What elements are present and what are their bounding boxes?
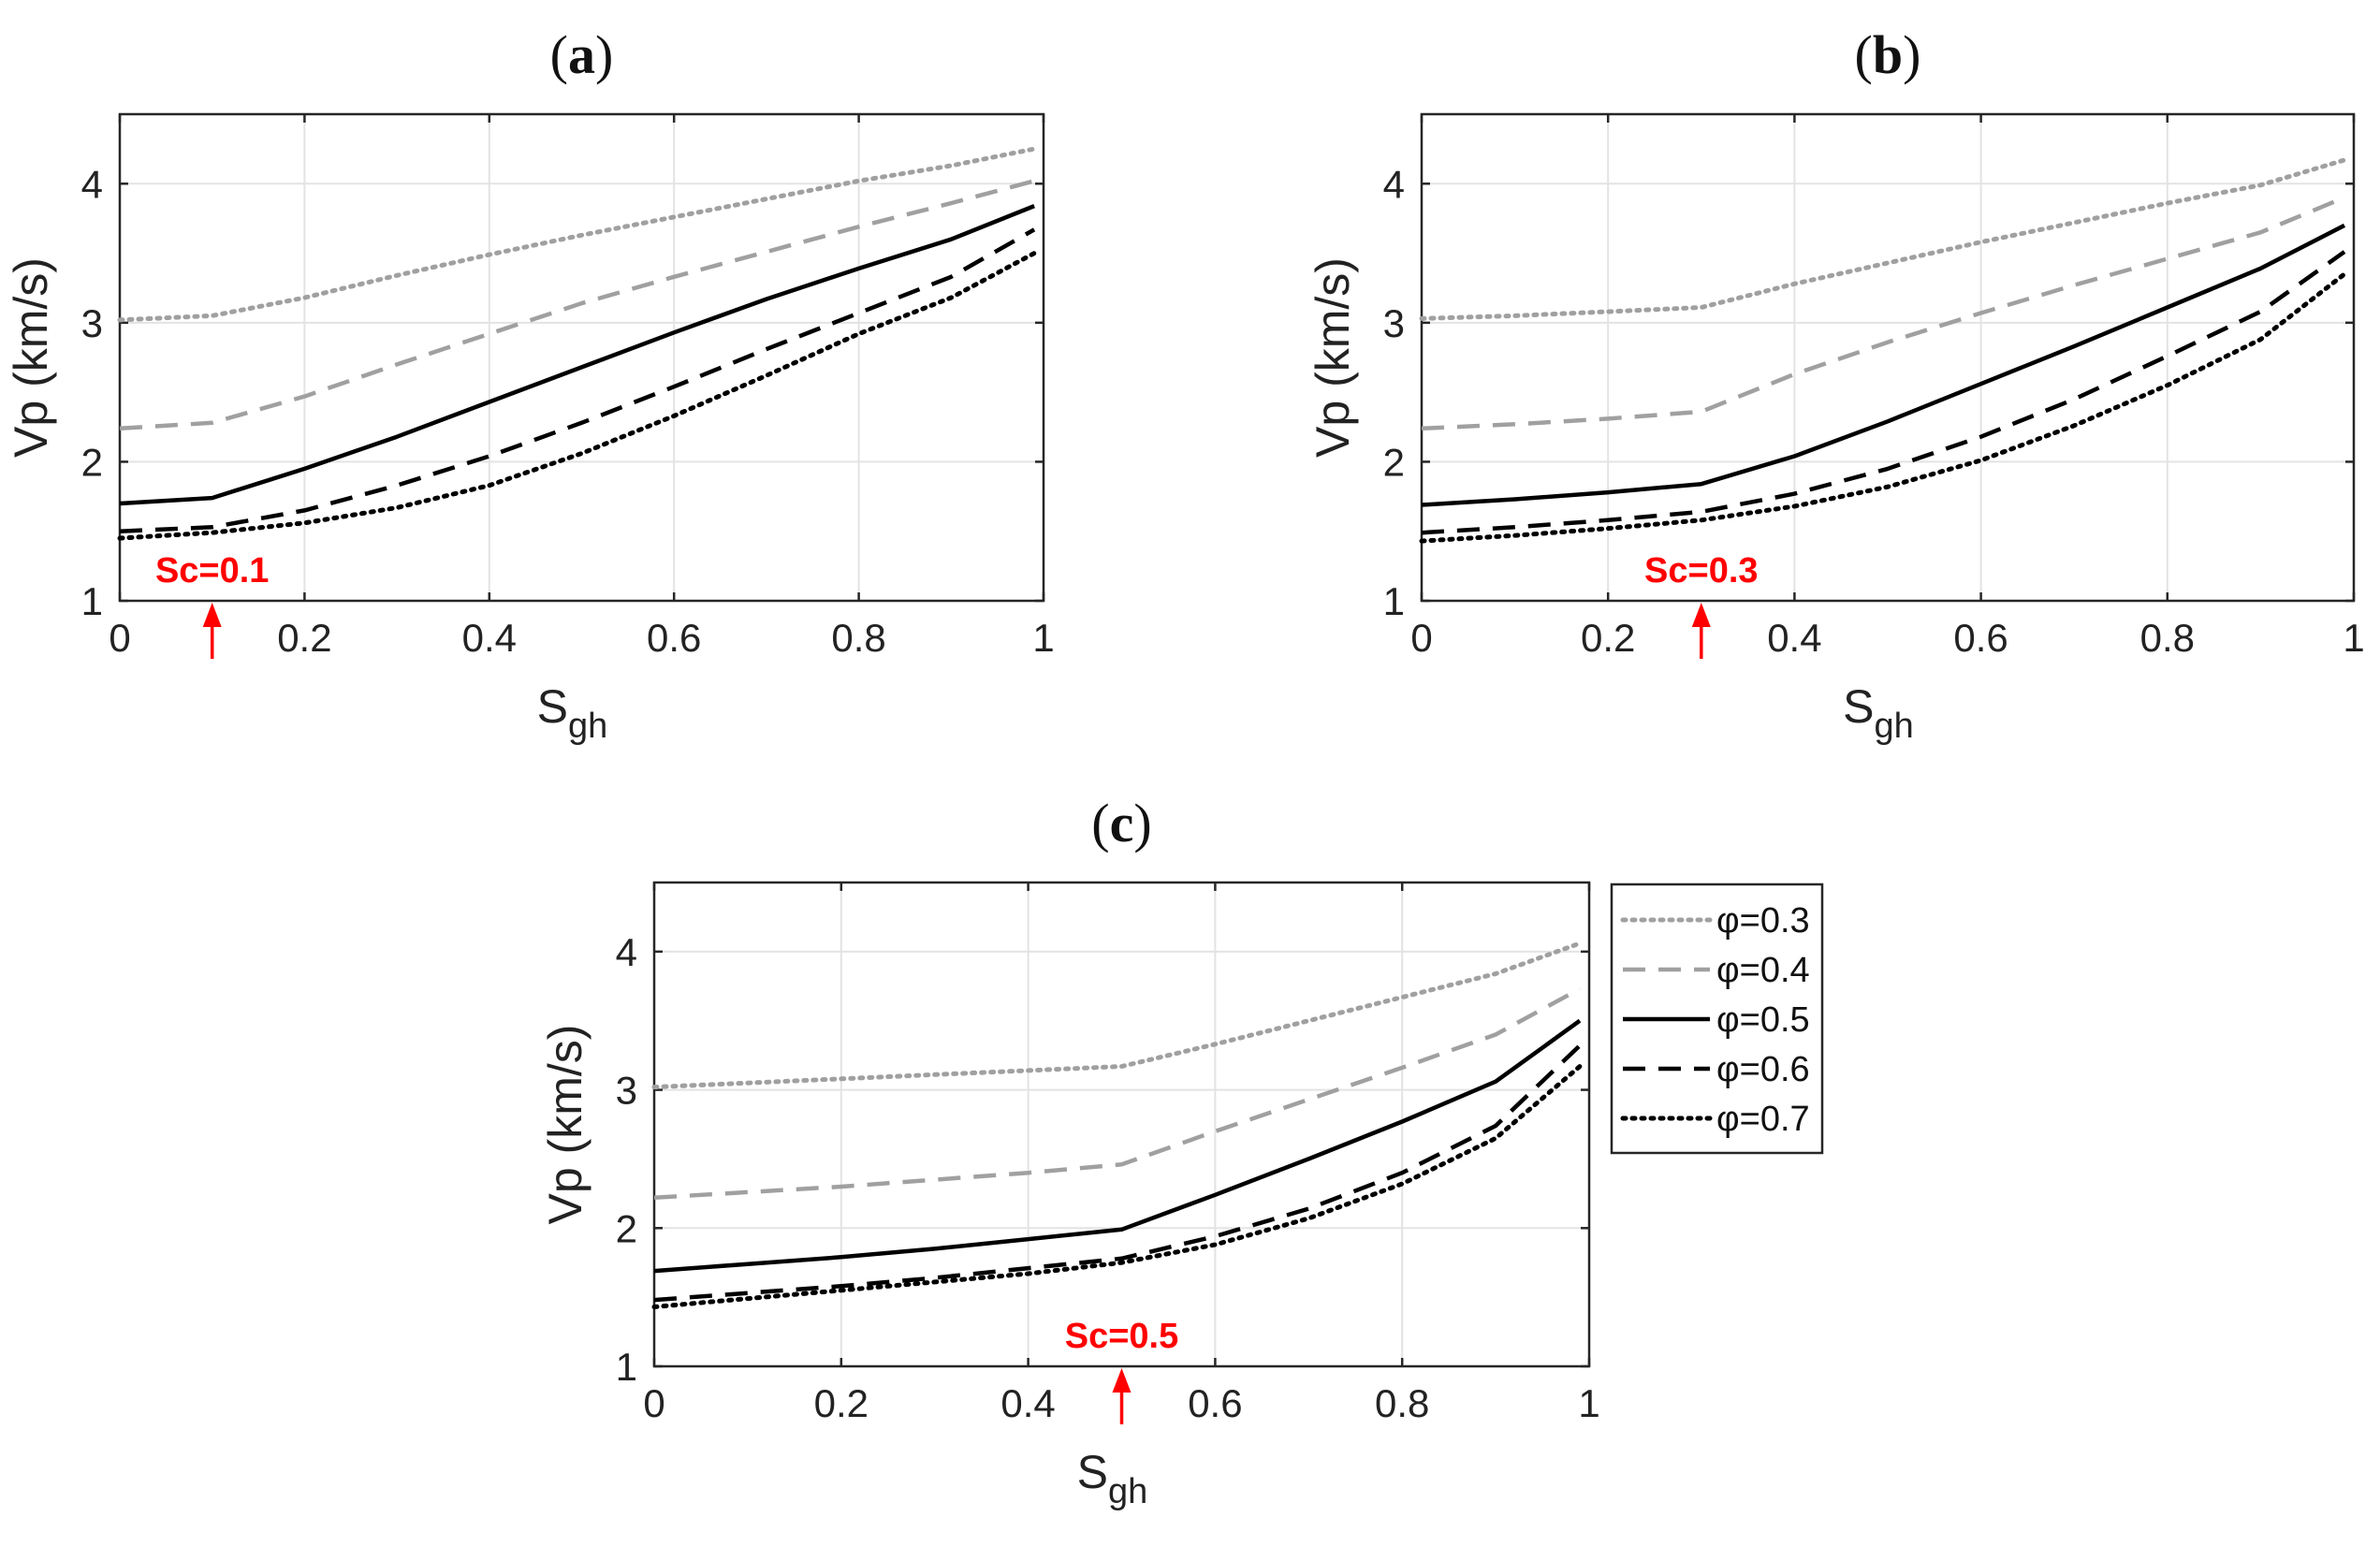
series-line-φ=0.3 — [117, 146, 1037, 323]
plot-area — [120, 114, 1044, 601]
legend-label: φ=0.3 — [1716, 901, 1810, 941]
x-tick-label: 0.4 — [462, 616, 517, 660]
sc-arrow-head — [202, 603, 222, 627]
axes-frame — [1420, 112, 2356, 603]
series-line-φ=0.4 — [119, 179, 1035, 431]
sc-annotation: Sc=0.1 — [155, 551, 270, 591]
x-axis-label: Sgh — [1843, 680, 1914, 746]
x-axis-label: Sgh — [537, 680, 608, 746]
series-line-φ=0.5 — [119, 204, 1035, 506]
series-line-φ=0.5 — [653, 1018, 1582, 1274]
x-axis-label: Sgh — [1077, 1446, 1148, 1511]
y-axis-label: Vp (km/s) — [539, 1025, 591, 1225]
x-tick-label: 0.4 — [1767, 616, 1821, 660]
axes-frame — [652, 881, 1591, 1368]
chart-panel-a: (a) 0 0.2 0.4 0.6 0.8 1 1 2 3 4 Sgh Vp (km/s) Sc=0.1 — [5, 24, 1055, 746]
chart-panel-c: (c) 0 0.2 0.4 0.6 0.8 1 1 2 3 4 Sgh Vp (km/s) Sc=0.5 φ… — [539, 793, 1824, 1511]
plot-area — [654, 882, 1589, 1366]
x-tick-label: 1 — [1578, 1381, 1599, 1425]
panel-title-a: (a) — [550, 24, 614, 85]
y-tick-label: 1 — [1383, 579, 1405, 623]
legend-label: φ=0.5 — [1716, 1000, 1810, 1040]
y-tick-label: 4 — [1383, 162, 1405, 206]
y-tick-label: 3 — [1383, 301, 1405, 345]
x-tick-label: 0 — [1410, 616, 1432, 660]
x-tick-label: 0 — [643, 1381, 664, 1425]
series-line-φ=0.7 — [1419, 271, 2347, 544]
x-tick-label: 0.8 — [831, 616, 885, 660]
series-line-φ=0.7 — [117, 251, 1037, 541]
x-tick-label: 0.4 — [1000, 1381, 1055, 1425]
sc-arrow-head — [1691, 603, 1711, 627]
x-tick-label: 0 — [109, 616, 130, 660]
legend-label: φ=0.4 — [1716, 951, 1810, 990]
sc-annotation: Sc=0.5 — [1065, 1317, 1179, 1356]
series-line-φ=0.7 — [651, 1064, 1583, 1309]
y-tick-label: 2 — [616, 1206, 637, 1250]
panel-title-b: (b) — [1855, 24, 1921, 85]
x-tick-label: 0.8 — [2140, 616, 2195, 660]
chart-panel-b: (b) 0 0.2 0.4 0.6 0.8 1 1 2 3 4 Sgh Vp (km/s) Sc=0.3 — [1307, 24, 2365, 746]
x-tick-label: 0.2 — [1581, 616, 1635, 660]
series-line-φ=0.4 — [653, 986, 1582, 1201]
series-line-φ=0.5 — [1421, 223, 2346, 507]
legend-label: φ=0.7 — [1716, 1100, 1810, 1139]
y-tick-label: 2 — [81, 440, 103, 484]
series-line-φ=0.6 — [119, 227, 1036, 533]
plot-area — [1422, 114, 2354, 601]
y-tick-label: 3 — [616, 1069, 637, 1113]
x-tick-label: 0.2 — [814, 1381, 869, 1425]
series-line-φ=0.4 — [1421, 196, 2345, 431]
series-line-φ=0.3 — [1419, 157, 2347, 321]
x-tick-label: 0.6 — [647, 616, 701, 660]
y-axis-label: Vp (km/s) — [5, 257, 57, 458]
x-tick-label: 1 — [2343, 616, 2364, 660]
x-tick-label: 0.2 — [277, 616, 331, 660]
y-tick-label: 3 — [81, 301, 103, 345]
y-tick-label: 4 — [81, 162, 103, 206]
panel-title-c: (c) — [1091, 793, 1151, 853]
x-tick-label: 0.8 — [1375, 1381, 1429, 1425]
series-line-φ=0.6 — [1421, 250, 2346, 535]
x-tick-label: 1 — [1032, 616, 1054, 660]
y-tick-label: 1 — [81, 579, 103, 623]
series-line-φ=0.3 — [651, 941, 1583, 1090]
axes-frame — [118, 112, 1045, 603]
y-tick-label: 4 — [616, 930, 637, 974]
y-tick-label: 1 — [616, 1345, 637, 1389]
y-tick-label: 2 — [1383, 440, 1405, 484]
x-tick-label: 0.6 — [1953, 616, 2008, 660]
sc-arrow-head — [1112, 1368, 1132, 1393]
legend-label: φ=0.6 — [1716, 1050, 1810, 1089]
sc-annotation: Sc=0.3 — [1644, 551, 1759, 591]
series-line-φ=0.6 — [653, 1043, 1582, 1303]
y-axis-label: Vp (km/s) — [1307, 257, 1359, 458]
x-tick-label: 0.6 — [1188, 1381, 1242, 1425]
